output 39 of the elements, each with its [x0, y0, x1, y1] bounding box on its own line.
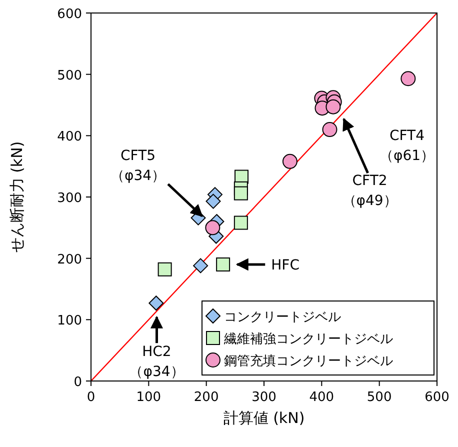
annotation: HFC: [271, 257, 300, 274]
y-tick-label: 400: [57, 130, 82, 145]
legend-label: コンクリートジベル: [224, 310, 341, 325]
point: [234, 186, 248, 200]
point: [400, 71, 416, 86]
x-tick-label: 300: [252, 390, 276, 405]
x-tick-label: 100: [136, 390, 162, 405]
x-axis-title: 計算値 (kN): [223, 409, 305, 427]
x-tick-label: 400: [309, 390, 334, 405]
x-tick-label: 600: [424, 390, 450, 405]
legend-label: 鋼管充填コンクリートジベル: [224, 354, 393, 369]
x-tick-label: 200: [194, 390, 219, 405]
y-axis-title: せん断耐力 (kN): [8, 141, 26, 253]
point: [193, 258, 208, 274]
y-tick-label: 200: [57, 252, 82, 268]
annotation: HC2 （φ34）: [129, 344, 184, 380]
x-tick-label: 500: [366, 390, 392, 405]
point: [326, 99, 341, 114]
point: [322, 122, 338, 138]
point: [148, 296, 164, 311]
annotation: CFT5 （φ34）: [110, 148, 166, 184]
legend-label: 繊維補強コンクリートジベル: [223, 332, 393, 347]
y-tick-label: 500: [57, 68, 82, 84]
y-tick-label: 0: [74, 375, 82, 390]
annotation: CFT5 （φ34）: [110, 148, 203, 218]
annotation: HFC: [236, 257, 300, 274]
point: [216, 257, 230, 272]
point: [282, 154, 298, 169]
point: [205, 220, 220, 236]
annotation: HC2 （φ34）: [129, 316, 184, 380]
y-tick-label: 300: [57, 191, 82, 206]
y-tick-label: 600: [57, 7, 82, 22]
point: [158, 262, 172, 276]
y-tick-label: 100: [57, 314, 82, 329]
annotation: CFT4 （φ61）: [379, 128, 435, 164]
point: [234, 216, 248, 230]
annotation: CFT2 （φ49）: [342, 172, 398, 209]
point: [206, 194, 221, 209]
x-tick-label: 0: [86, 390, 96, 405]
